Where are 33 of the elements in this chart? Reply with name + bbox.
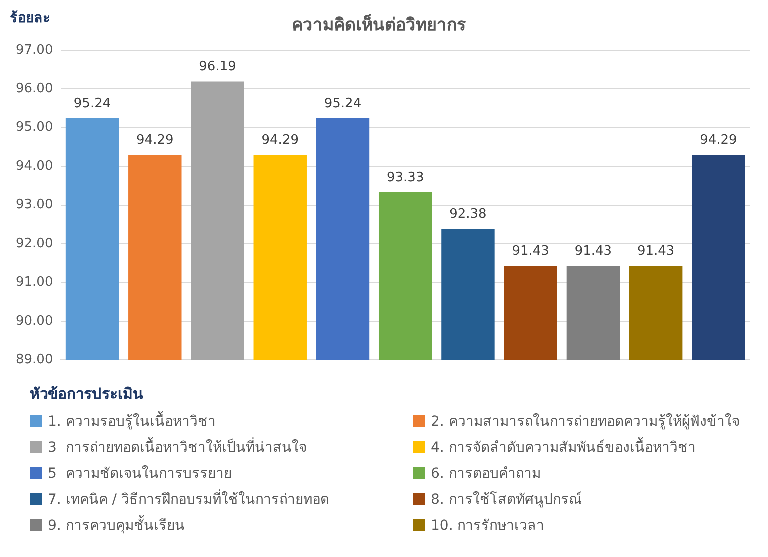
y-tick-label: 90.00 (16, 314, 54, 329)
legend-title: หัวข้อการประเมิน (30, 384, 144, 405)
data-label: 95.24 (74, 96, 112, 112)
data-label: 92.38 (450, 207, 487, 222)
data-label: 91.43 (637, 244, 675, 259)
legend-label: 7. เทคนิค / วิธีการฝึกอบรมที่ใช้ในการถ่ายทอด (48, 488, 330, 510)
y-tick-label: 91.00 (16, 275, 54, 290)
legend-label: 6. การตอบคำถาม (431, 465, 541, 484)
y-tick-label: 95.00 (16, 120, 54, 136)
y-tick-label: 92.00 (16, 236, 54, 252)
y-axis-title: ร้อยละ (10, 10, 51, 27)
data-label: 96.19 (199, 60, 236, 75)
data-label: 93.33 (387, 170, 424, 186)
y-tick-label: 96.00 (16, 82, 54, 96)
data-label: 94.29 (262, 133, 299, 148)
legend-label: 10. การรักษาเวลา (431, 517, 545, 536)
legend-label: 3 การถ่ายทอดเนื้อหาวิชาให้เป็นที่น่าสนใจ (48, 436, 307, 458)
data-label: 91.43 (512, 244, 550, 259)
data-label: 95.24 (324, 96, 362, 112)
legend-label: 5 ความชัดเจนในการบรรยาย (48, 464, 232, 484)
y-tick-label: 89.00 (16, 352, 54, 368)
legend-label: 2. ความสามารถในการถ่ายทอดความรู้ให้ผู้ฟังข้าใจ (431, 412, 740, 432)
y-tick-label: 97.00 (16, 42, 54, 58)
y-tick-label: 93.00 (16, 198, 54, 213)
legend-label: 1. ความรอบรู้ในเนื้อหาวิชา (48, 410, 216, 432)
legend-label: 9. การควบคุมชั้นเรียน (48, 514, 185, 536)
legend-label: 4. การจัดลำดับความสัมพันธ์ของเนื้อหาวิชา (431, 436, 696, 458)
y-tick-label: 94.00 (16, 158, 54, 174)
data-label: 94.29 (700, 133, 738, 148)
chart-title: ความคิดเห็นต่อวิทยากร (292, 12, 467, 36)
legend-label: 8. การใช้โสตทัศนูปกรณ์ (431, 490, 582, 510)
data-label: 91.43 (574, 244, 612, 259)
data-label: 94.29 (136, 133, 174, 148)
